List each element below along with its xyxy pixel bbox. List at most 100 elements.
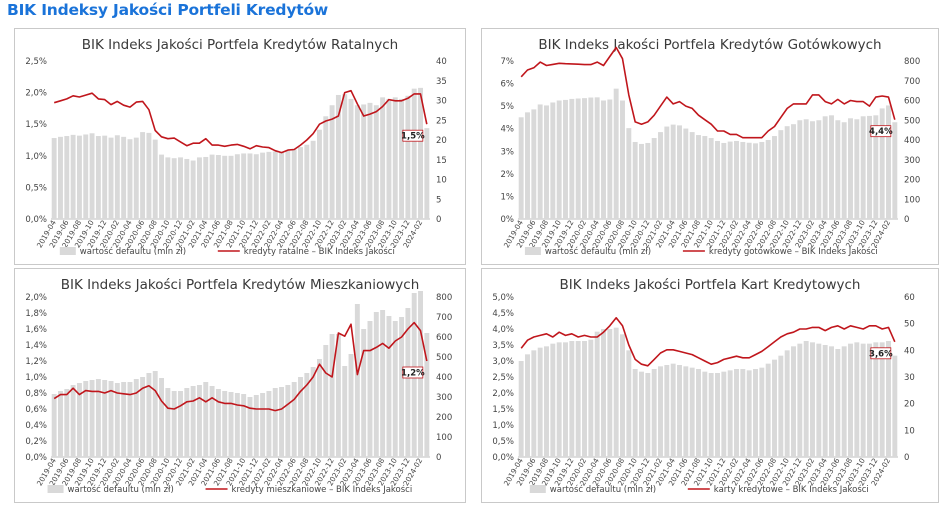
bar <box>310 140 316 219</box>
y-right-tick-label: 0 <box>436 215 441 225</box>
bar <box>291 149 297 219</box>
y-left-tick-label: 1,0% <box>492 421 514 431</box>
bar <box>323 116 329 219</box>
bar <box>841 346 847 457</box>
bar <box>708 373 714 457</box>
bar <box>133 137 139 219</box>
bar <box>867 343 872 457</box>
bar <box>594 97 600 219</box>
chart-title: BIK Indeks Jakości Portfela Kredytów Mie… <box>61 277 420 293</box>
bar <box>373 105 379 219</box>
bar <box>70 385 76 457</box>
bar <box>411 88 417 220</box>
last-value-box <box>870 125 892 138</box>
y-left-tick-label: 5% <box>501 102 515 112</box>
bar <box>247 153 253 219</box>
y-left-tick-label: 3,5% <box>492 341 514 351</box>
bar <box>664 126 670 219</box>
bar <box>791 346 796 457</box>
y-left-tick-label: 0,2% <box>25 437 47 447</box>
bar <box>266 151 272 219</box>
chart-panel-ratalne: BIK Indeks Jakości Portfela Kredytów Rat… <box>14 28 466 265</box>
bar <box>386 316 392 457</box>
legend-line-label: kredyty mieszkaniowe – BIK Indeks Jakośc… <box>232 484 413 495</box>
bar <box>310 367 316 457</box>
bar <box>759 141 765 219</box>
y-right-tick-label: 0 <box>904 215 909 225</box>
bar <box>241 153 247 219</box>
bar <box>386 98 392 219</box>
bar <box>152 371 158 457</box>
bar <box>146 373 152 457</box>
bar <box>810 121 815 219</box>
y-right-tick-label: 25 <box>436 116 447 126</box>
bar <box>721 371 727 457</box>
bar <box>797 120 803 219</box>
y-left-tick-label: 1,6% <box>25 325 47 335</box>
bar <box>537 347 543 457</box>
bar <box>196 157 202 219</box>
bar <box>215 155 221 219</box>
y-right-tick-label: 600 <box>904 97 920 107</box>
y-right-tick-label: 5 <box>436 195 441 205</box>
bar <box>64 389 70 457</box>
bar <box>740 369 746 457</box>
bar <box>759 367 765 457</box>
bar <box>102 135 108 219</box>
bar <box>203 156 209 219</box>
bar <box>367 102 373 219</box>
bar <box>127 139 133 219</box>
legend-bar-swatch <box>47 485 64 493</box>
bar <box>354 304 360 457</box>
y-left-tick-label: 2,5% <box>492 373 514 383</box>
bar <box>58 136 63 219</box>
bar <box>89 133 95 219</box>
bar <box>841 122 847 219</box>
bar <box>582 341 587 457</box>
bar <box>348 98 354 219</box>
bar <box>51 138 57 219</box>
bar <box>354 105 360 219</box>
y-right-tick-label: 700 <box>436 313 452 323</box>
bar <box>76 383 82 457</box>
bar <box>196 385 202 457</box>
y-left-tick-label: 0,4% <box>25 421 47 431</box>
y-right-tick-label: 10 <box>436 176 447 186</box>
bar <box>70 134 76 219</box>
bar <box>556 100 562 219</box>
bar <box>253 154 259 219</box>
y-right-tick-label: 0 <box>436 453 441 463</box>
bar <box>108 381 114 457</box>
last-value-label: 1,5% <box>401 132 425 142</box>
bar <box>58 391 63 457</box>
bar <box>316 129 322 219</box>
y-right-tick-label: 300 <box>904 156 920 166</box>
bar <box>702 136 708 219</box>
y-right-tick-label: 400 <box>904 136 920 146</box>
bar <box>329 105 335 219</box>
y-right-tick-label: 200 <box>436 413 452 423</box>
bar <box>285 151 291 219</box>
bar <box>740 141 746 219</box>
bar <box>222 155 228 219</box>
y-left-tick-label: 7% <box>501 57 515 67</box>
bar <box>253 395 259 457</box>
index-line <box>520 46 896 139</box>
bar <box>658 366 663 457</box>
bar <box>373 312 379 457</box>
y-right-tick-label: 100 <box>904 195 920 205</box>
bar <box>563 342 568 457</box>
bar <box>544 346 549 457</box>
bar <box>708 138 714 219</box>
bar <box>190 386 196 457</box>
bar <box>537 104 543 219</box>
y-left-tick-label: 2,0% <box>492 389 514 399</box>
bar <box>146 132 152 219</box>
bar <box>304 144 310 219</box>
bar <box>588 97 594 219</box>
y-left-tick-label: 5,0% <box>492 293 514 303</box>
y-right-tick-label: 35 <box>436 77 447 87</box>
bar <box>209 154 215 219</box>
bar <box>816 343 822 457</box>
bar <box>361 104 367 219</box>
